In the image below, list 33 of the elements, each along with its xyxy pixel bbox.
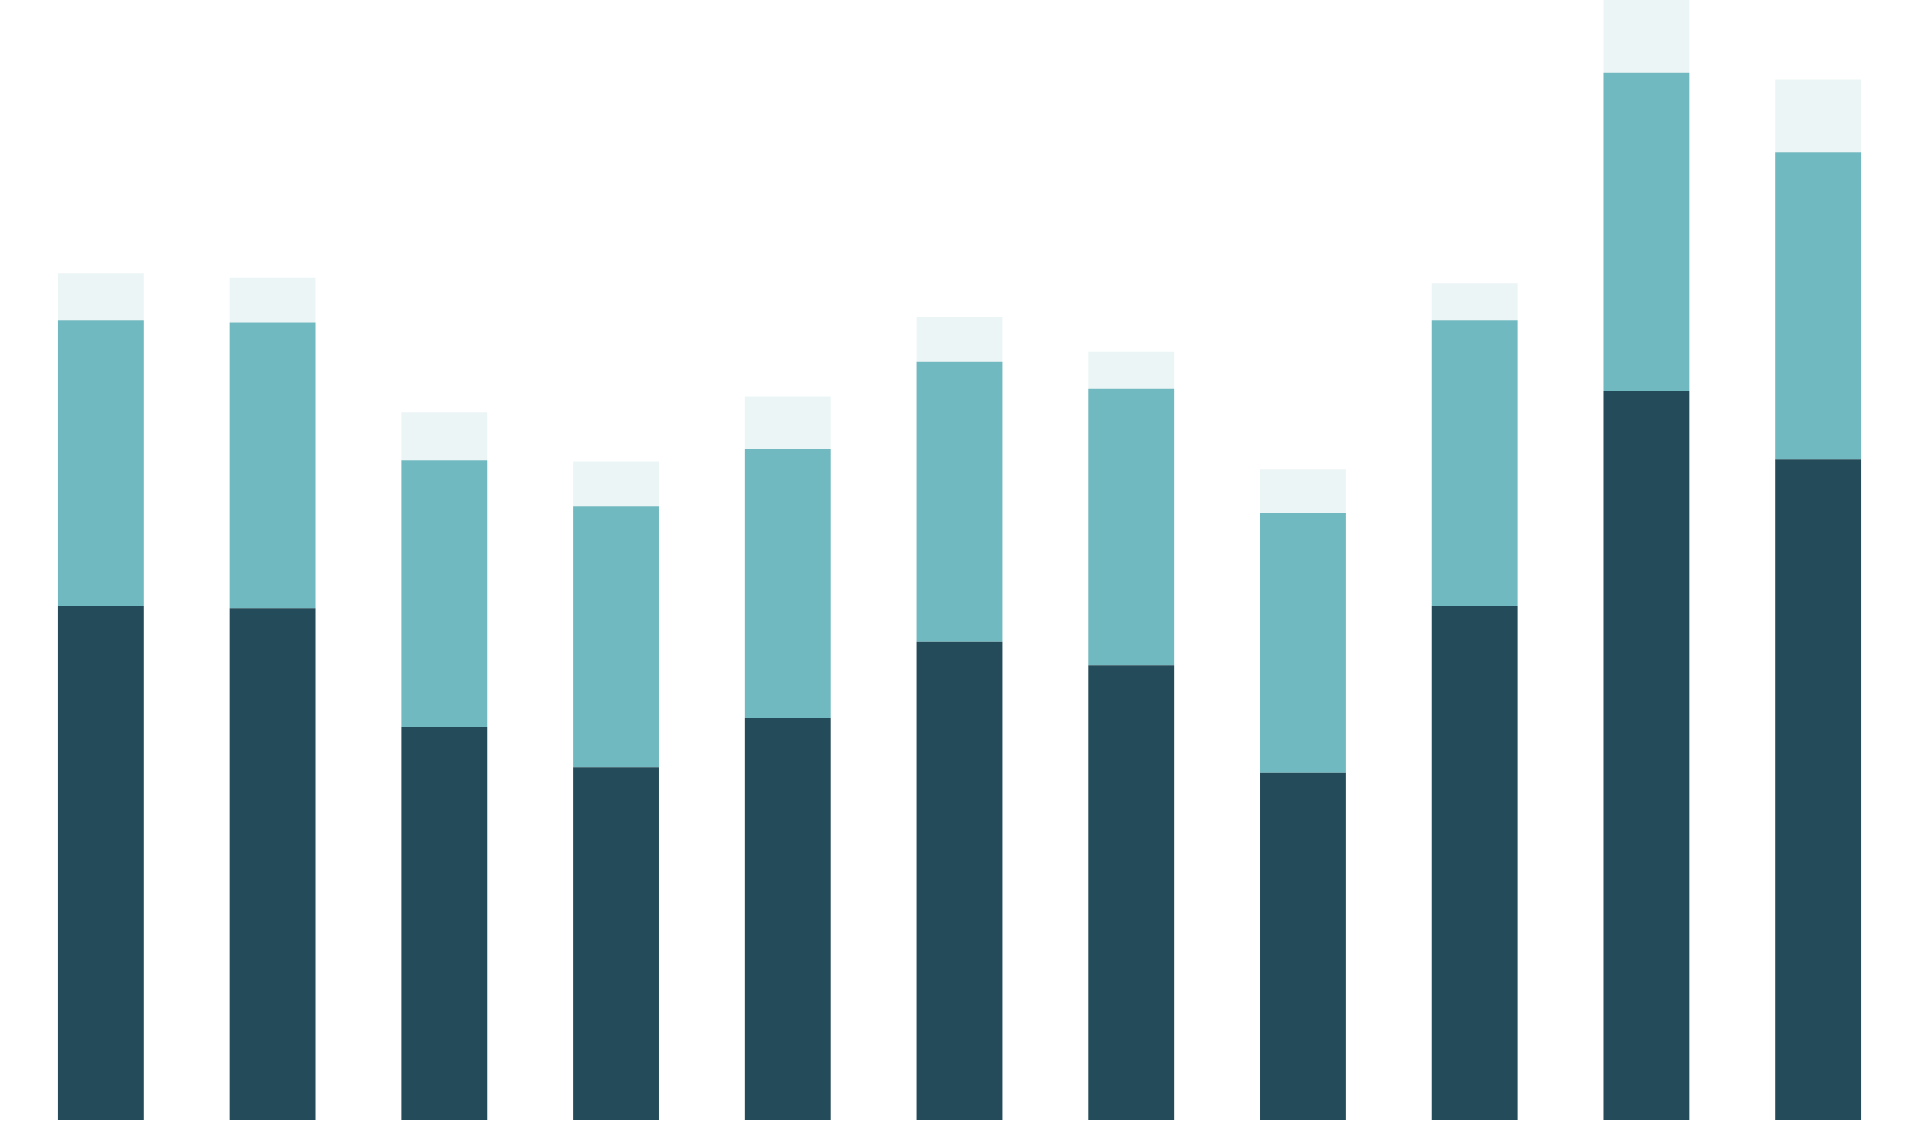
- bar: [229, 608, 316, 1120]
- bar: [1775, 79, 1862, 153]
- bar: [1603, 0, 1690, 73]
- bar: [1260, 512, 1346, 773]
- bar: [573, 461, 659, 507]
- bar: [1088, 665, 1175, 1120]
- bar: [744, 717, 831, 1120]
- bar: [1775, 459, 1862, 1120]
- bar: [744, 449, 831, 718]
- bar: [916, 361, 1003, 642]
- bar: [1603, 72, 1690, 391]
- bar: [916, 641, 1003, 1120]
- bar: [1260, 772, 1346, 1120]
- bar: [1603, 390, 1690, 1120]
- bar: [401, 412, 488, 461]
- bar: [229, 322, 316, 609]
- bar: [1431, 283, 1518, 321]
- bar: [229, 277, 316, 323]
- bar: [1260, 469, 1346, 513]
- bar: [1775, 152, 1862, 460]
- bar: [573, 506, 659, 768]
- bar: [1431, 320, 1518, 606]
- bar: [1088, 388, 1175, 666]
- bar: [916, 316, 1003, 362]
- bar: [57, 605, 144, 1120]
- bar: [1088, 351, 1175, 389]
- bar: [573, 767, 659, 1120]
- bar: [401, 726, 488, 1120]
- bar: [57, 273, 144, 321]
- bar: [744, 396, 831, 450]
- bar: [401, 460, 488, 727]
- bar: [57, 320, 144, 606]
- bar: [1431, 605, 1518, 1120]
